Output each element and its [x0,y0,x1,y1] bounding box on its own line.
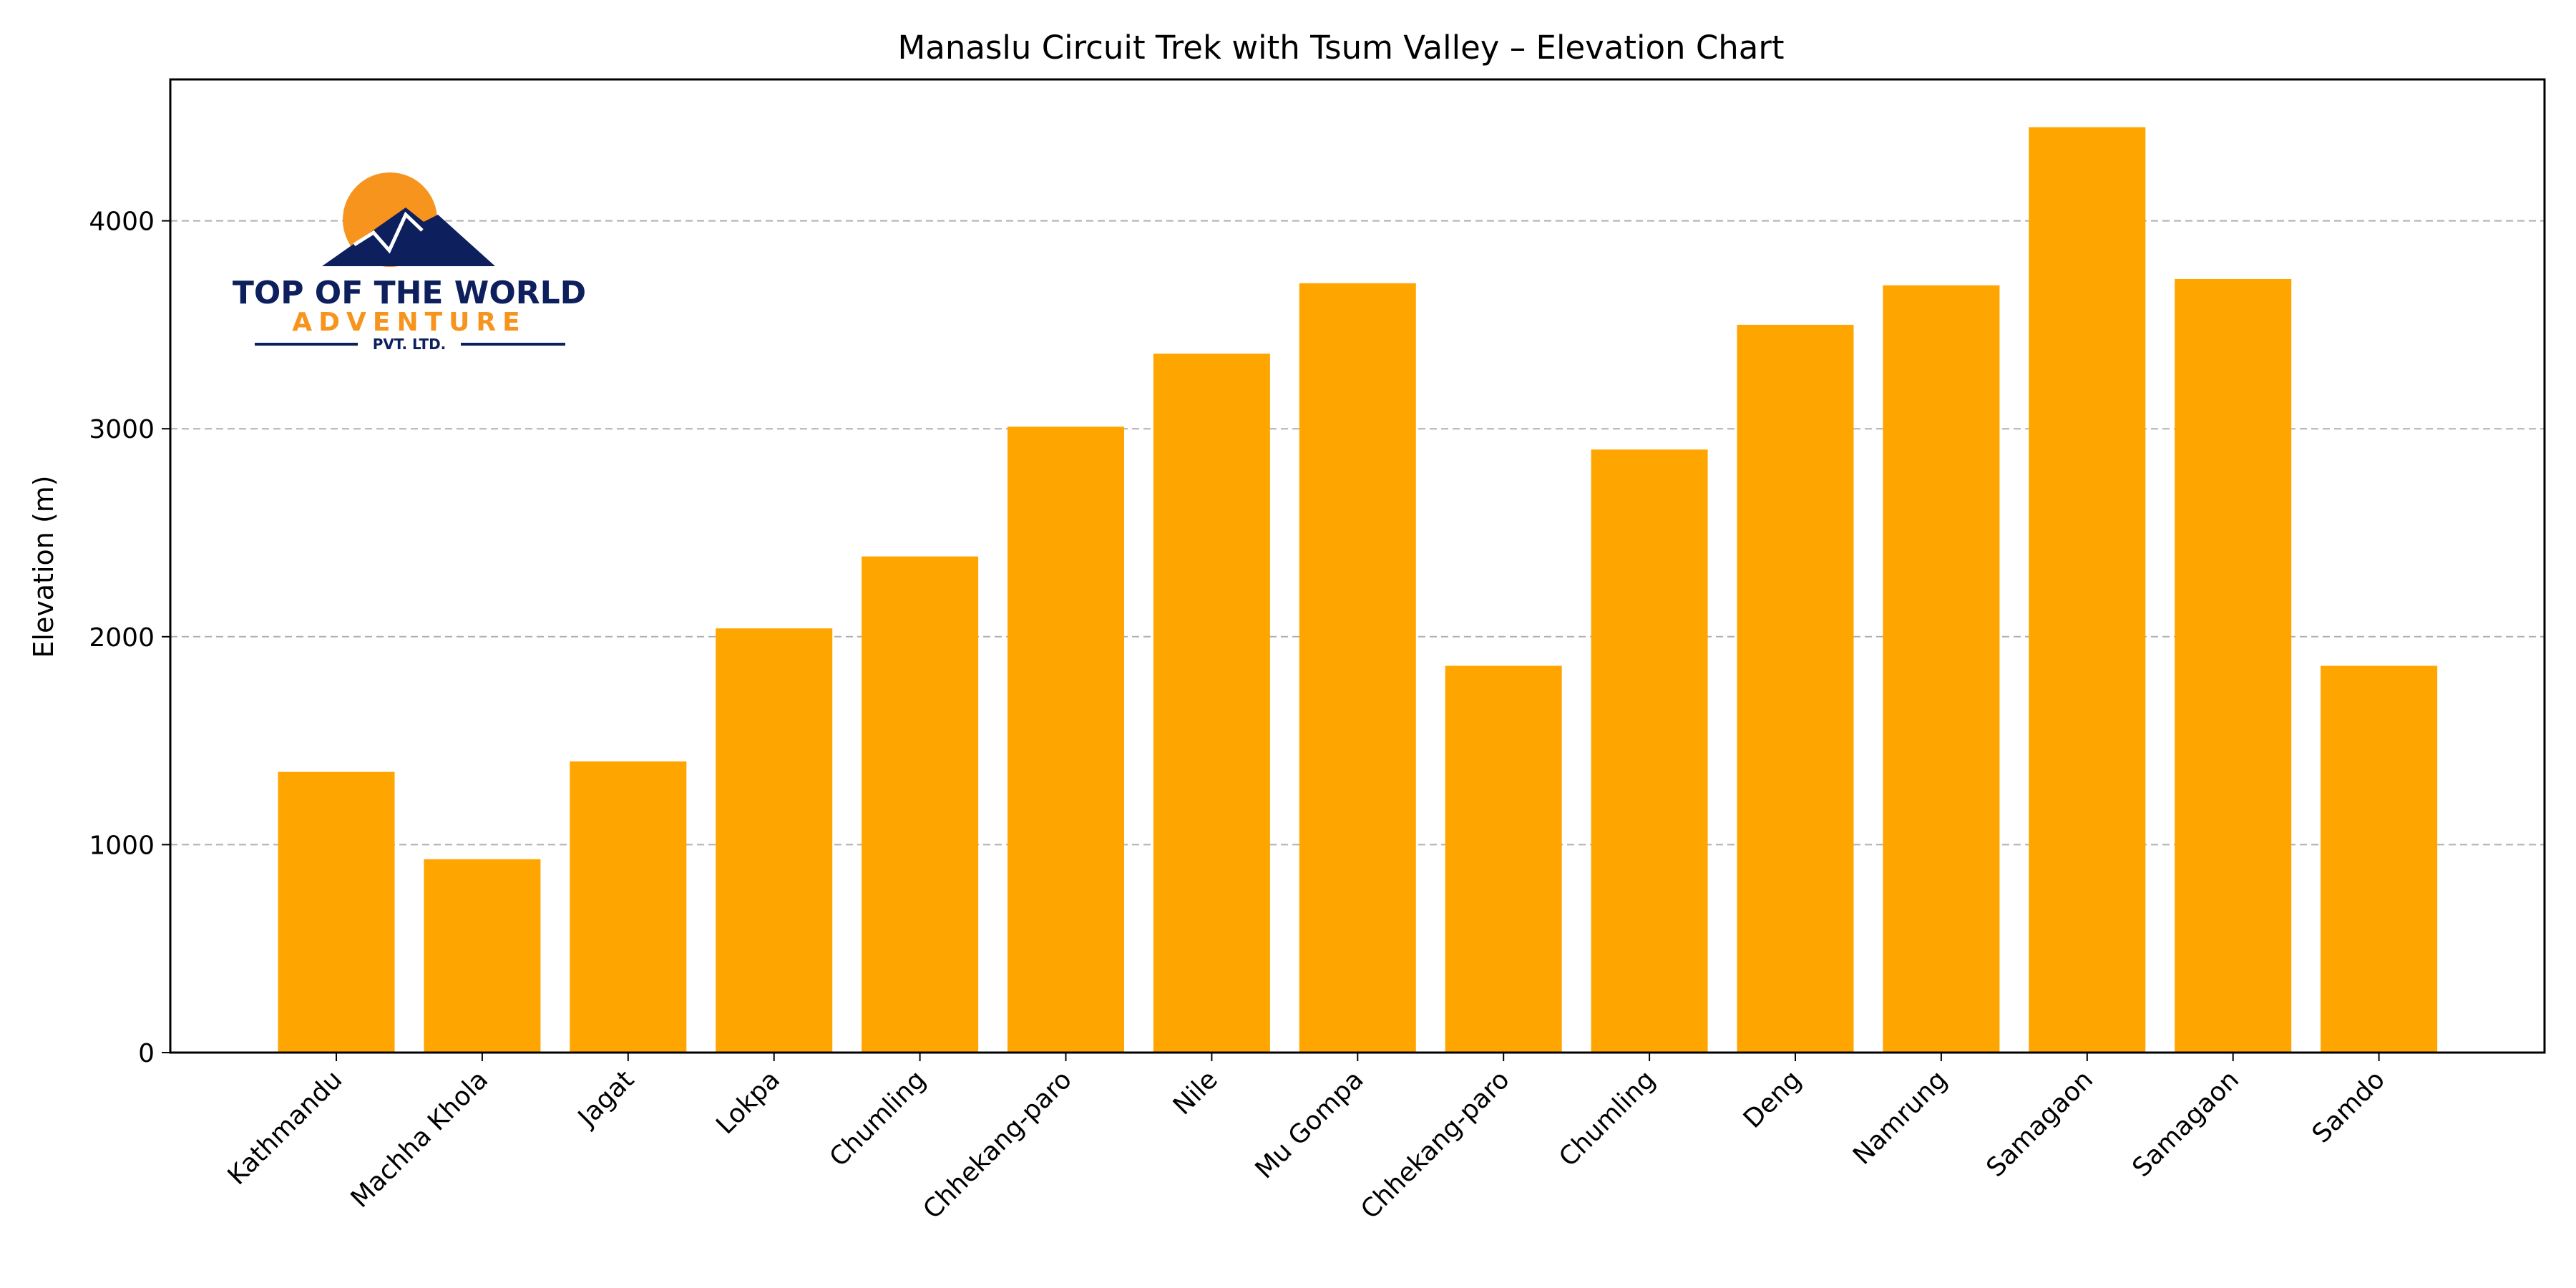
bars [278,127,2438,1053]
x-tick-label: Deng [1738,1065,1807,1134]
x-tick-label: Kathmandu [223,1065,348,1191]
x-tick-label: Nile [1168,1065,1224,1121]
bar-2 [424,859,541,1053]
x-tick-label: Mu Gompa [1250,1065,1370,1184]
x-tick-label: Samagaon [1981,1065,2099,1183]
bar-13 [2029,127,2146,1053]
company-logo: TOP OF THE WORLD ADVENTURE PVT. LTD. [233,172,586,353]
bar-1 [278,771,395,1053]
y-tick-label: 1000 [89,831,155,860]
x-tick-label: Chhekang-paro [918,1065,1078,1224]
chart-title: Manaslu Circuit Trek with Tsum Valley – … [897,29,1784,67]
y-tick-label: 0 [138,1039,155,1068]
bar-4 [716,628,833,1053]
bar-8 [1299,283,1416,1053]
x-tick-label: Chumling [1553,1065,1661,1172]
y-tick-label: 3000 [89,415,155,444]
bar-14 [2175,278,2292,1053]
logo-snow-line [353,211,424,254]
x-tick-label: Namrung [1848,1065,1953,1170]
bar-12 [1883,285,2000,1053]
y-tick-label: 2000 [89,623,155,653]
gridlines [170,220,2545,846]
x-tick-label: Machha Khola [346,1065,494,1214]
bar-9 [1445,665,1562,1053]
y-ticks: 0 1000 2000 3000 4000 [89,208,170,1068]
y-axis-label: Elevation (m) [28,475,59,658]
x-tick-label: Chhekang-paro [1355,1065,1515,1224]
x-tick-label: Samdo [2307,1065,2391,1148]
logo-mountain-icon [322,208,495,266]
x-tick-label: Lokpa [711,1065,786,1140]
bar-5 [862,556,979,1053]
bar-11 [1737,324,1854,1053]
bar-7 [1153,353,1270,1053]
plot-frame [169,78,2546,1054]
x-tick-label: Samagaon [2127,1065,2245,1183]
y-tick-label: 4000 [89,208,155,237]
logo-line1: TOP OF THE WORLD [233,275,586,311]
x-tick-label: Chumling [824,1065,932,1172]
logo-line2: ADVENTURE [292,308,526,337]
logo-line3: PVT. LTD. [373,336,447,353]
bar-10 [1591,449,1708,1053]
bar-15 [2321,665,2438,1053]
x-tick-label: Jagat [572,1065,640,1133]
bar-3 [570,761,687,1053]
bar-6 [1008,426,1124,1053]
